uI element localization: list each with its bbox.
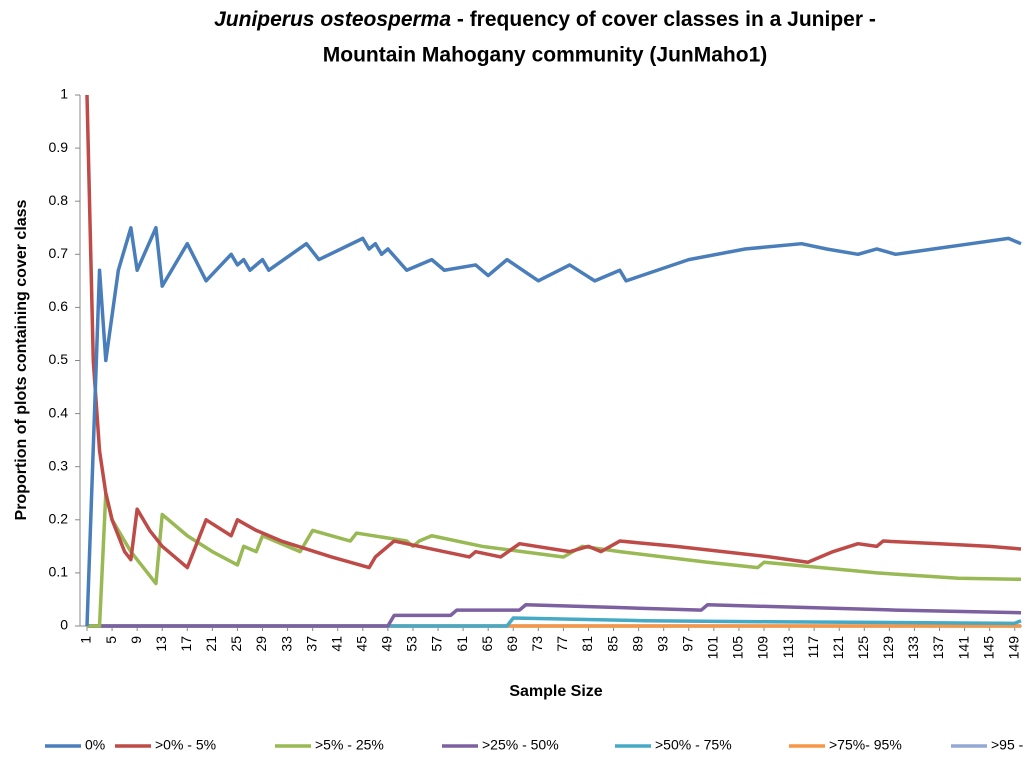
legend-label: >5% - 25% [315, 737, 384, 753]
x-tick-label: 37 [303, 636, 319, 652]
x-tick-label: 53 [404, 636, 420, 652]
x-tick-label: 97 [679, 636, 695, 652]
y-tick-label: 0.4 [49, 404, 69, 420]
x-tick-label: 29 [253, 636, 269, 652]
x-tick-label: 133 [905, 636, 921, 660]
chart-title-line2: Mountain Mahogany community (JunMaho1) [323, 44, 768, 67]
x-tick-label: 69 [504, 636, 520, 652]
y-tick-label: 0.6 [49, 298, 69, 314]
x-tick-label: 113 [780, 636, 796, 659]
x-tick-label: 81 [579, 636, 595, 652]
x-tick-label: 5 [103, 636, 119, 644]
legend-label: >75%- 95% [829, 737, 902, 753]
legend-label: >95 - 100% [991, 737, 1028, 753]
title-italic: Juniperus osteosperma [214, 8, 451, 31]
series-line [87, 603, 1022, 628]
legend-label: >0% - 5% [155, 737, 216, 753]
y-tick-label: 0.7 [49, 245, 69, 261]
x-tick-label: 33 [278, 636, 294, 652]
x-tick-label: 149 [1005, 636, 1021, 660]
x-tick-label: 89 [629, 636, 645, 652]
x-tick-label: 73 [529, 636, 545, 652]
y-tick-label: 0.3 [49, 457, 69, 473]
legend-label: >25% - 50% [482, 737, 559, 753]
x-tick-label: 129 [880, 636, 896, 660]
x-tick-label: 93 [654, 636, 670, 652]
x-tick-label: 125 [855, 636, 871, 660]
y-axis-title: Proportion of plots containing cover cla… [13, 199, 30, 520]
x-tick-label: 145 [980, 636, 996, 660]
x-tick-label: 13 [153, 636, 169, 652]
y-tick-label: 0.2 [49, 511, 69, 527]
x-tick-label: 1 [78, 636, 94, 644]
series-line [87, 616, 1022, 628]
y-tick-label: 1 [60, 86, 68, 102]
series-line [85, 226, 1022, 627]
x-tick-label: 45 [354, 636, 370, 652]
x-tick-label: 109 [755, 636, 771, 660]
x-tick-label: 57 [429, 636, 445, 652]
y-tick-label: 0.5 [49, 351, 69, 367]
x-tick-label: 85 [604, 636, 620, 652]
chart-title: Juniperus osteosperma - frequency of cov… [214, 8, 876, 31]
x-axis-title: Sample Size [509, 683, 602, 700]
x-tick-label: 117 [805, 636, 821, 659]
x-tick-label: 101 [705, 636, 721, 660]
y-tick-label: 0.8 [49, 192, 69, 208]
x-tick-label: 77 [554, 636, 570, 652]
x-tick-label: 105 [730, 636, 746, 660]
legend-label: 0% [85, 737, 105, 753]
title-rest: - frequency of cover classes in a Junipe… [451, 8, 876, 31]
y-tick-label: 0.9 [49, 139, 69, 155]
series-line [87, 491, 1022, 628]
y-tick-label: 0 [60, 617, 68, 633]
y-tick-label: 0.1 [49, 564, 69, 580]
x-tick-label: 9 [128, 636, 144, 644]
legend-label: >50% - 75% [655, 737, 732, 753]
x-tick-label: 137 [930, 636, 946, 660]
x-tick-label: 21 [203, 636, 219, 652]
x-tick-label: 49 [379, 636, 395, 652]
x-tick-label: 61 [454, 636, 470, 652]
x-tick-label: 41 [328, 636, 344, 652]
x-tick-label: 141 [955, 636, 971, 660]
x-tick-label: 17 [178, 636, 194, 652]
x-tick-label: 121 [830, 636, 846, 660]
x-tick-label: 65 [479, 636, 495, 652]
x-tick-label: 25 [228, 636, 244, 652]
series-line [85, 94, 1022, 570]
